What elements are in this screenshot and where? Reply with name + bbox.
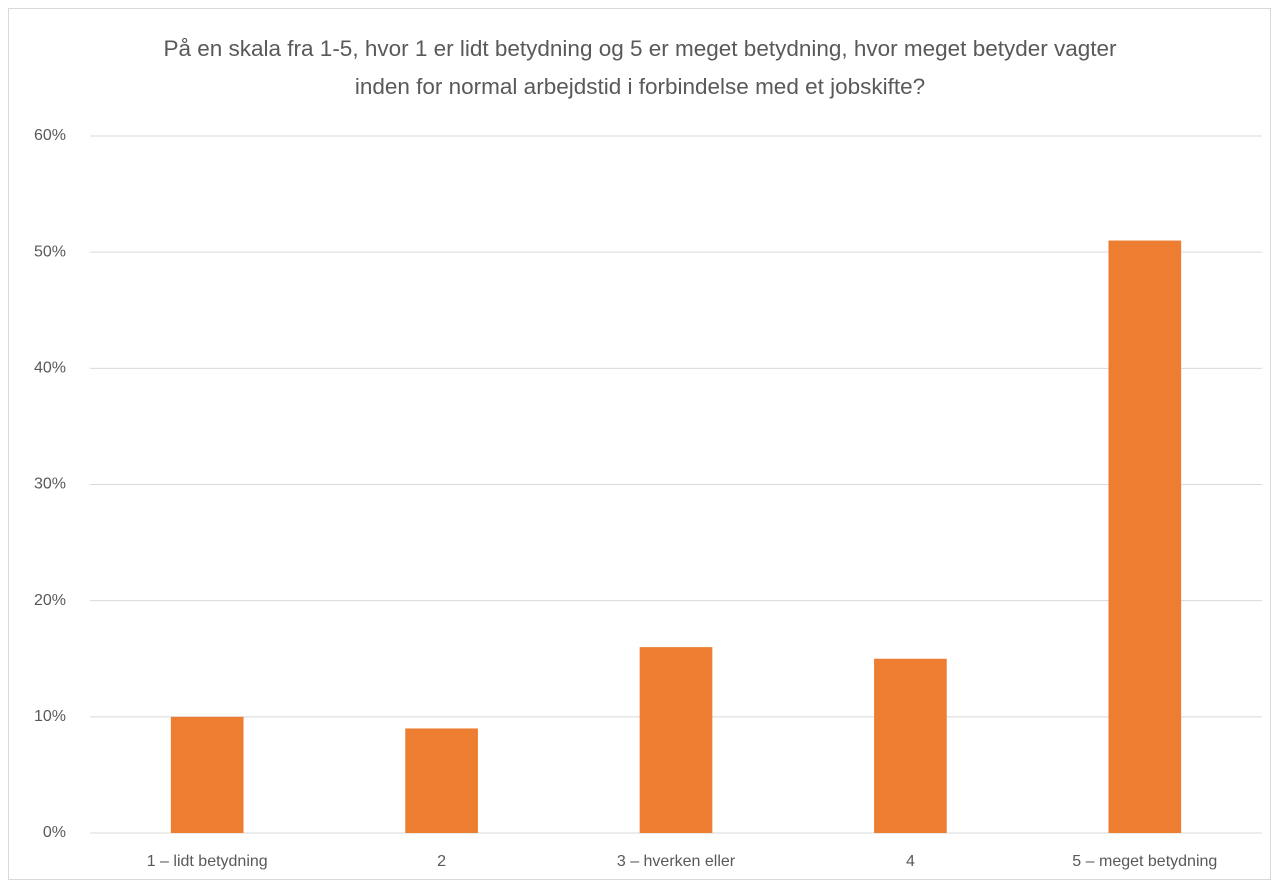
bar <box>1108 240 1182 834</box>
chart-border <box>8 8 1271 880</box>
bar <box>874 658 947 833</box>
bar <box>639 647 713 833</box>
y-tick-label: 10% <box>34 708 66 725</box>
x-tick-label: 3 – hverken eller <box>617 853 736 870</box>
y-tick-label: 40% <box>34 360 66 377</box>
x-tick-label: 5 – meget betydning <box>1072 853 1217 870</box>
y-tick-label: 50% <box>34 243 66 260</box>
chart-title: På en skala fra 1-5, hvor 1 er lidt bety… <box>163 36 1117 99</box>
x-tick-label: 2 <box>437 853 446 870</box>
y-tick-label: 30% <box>34 476 66 493</box>
x-tick-label: 4 <box>906 853 915 870</box>
bar <box>170 716 244 833</box>
y-tick-label: 60% <box>34 127 66 144</box>
y-tick-label: 0% <box>43 824 66 841</box>
bar <box>405 728 478 833</box>
y-tick-label: 20% <box>34 592 66 609</box>
x-tick-label: 1 – lidt betydning <box>147 853 268 870</box>
